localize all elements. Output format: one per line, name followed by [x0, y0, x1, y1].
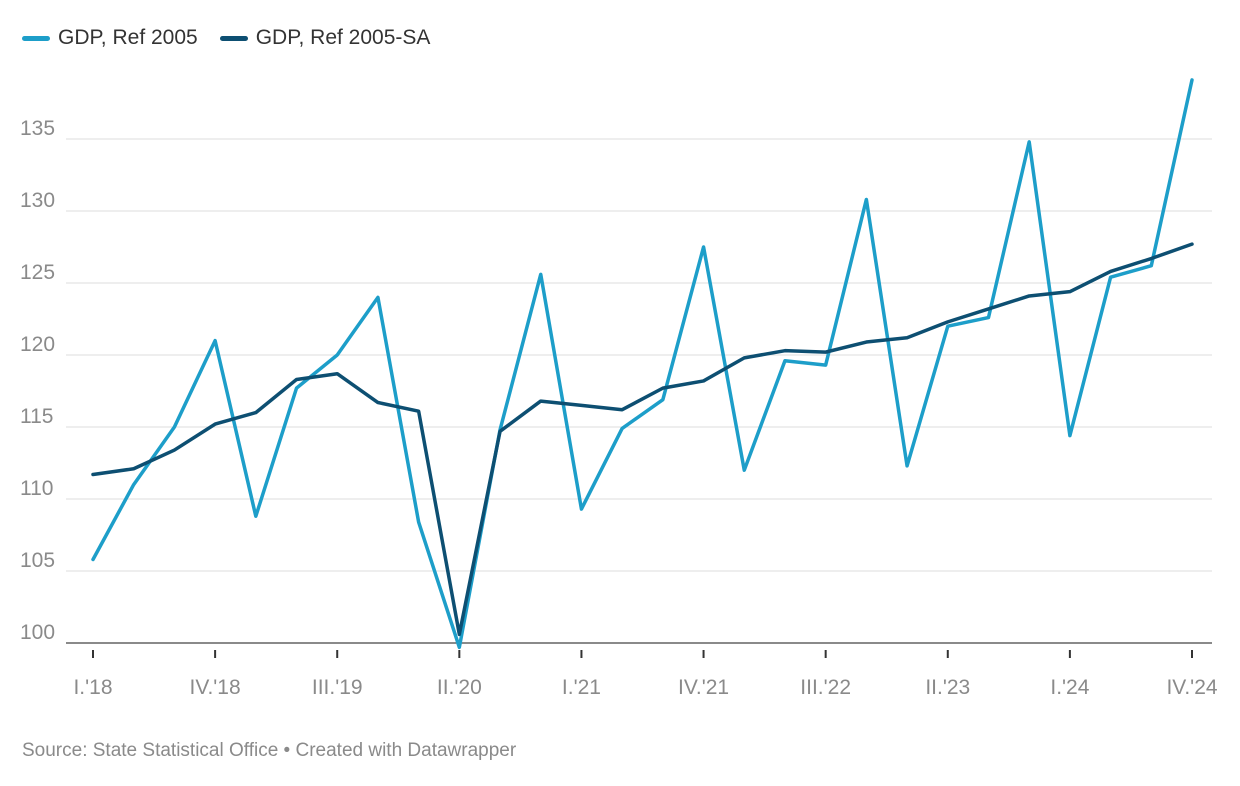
y-tick-label: 130 [20, 189, 55, 212]
legend: GDP, Ref 2005 GDP, Ref 2005-SA [22, 26, 430, 50]
x-tick-label: III.'22 [800, 676, 851, 699]
x-tick-label: I.'21 [562, 676, 601, 699]
x-tick-label: IV.'24 [1166, 676, 1217, 699]
y-tick-label: 105 [20, 549, 55, 572]
series-line-gdp-ref-2005 [91, 78, 1194, 650]
legend-item-gdp-ref-2005-sa: GDP, Ref 2005-SA [219, 26, 431, 50]
y-axis-tick-labels: 100 105 110 115 120 125 130 135 [20, 117, 55, 644]
chart-source-note: Source: State Statistical Office • Creat… [22, 740, 517, 761]
legend-label-gdp-ref-2005: GDP, Ref 2005 [58, 26, 198, 49]
legend-swatch-gdp-ref-2005 [22, 35, 50, 41]
x-tick-label: I.'18 [73, 676, 112, 699]
y-tick-label: 110 [20, 477, 53, 500]
legend-swatch-gdp-ref-2005-sa [219, 35, 248, 41]
x-tick-label: I.'24 [1050, 676, 1089, 699]
x-tick-label: III.'19 [312, 676, 363, 699]
x-tick-label: IV.'21 [678, 676, 729, 699]
x-tick-label: II.'20 [437, 676, 482, 699]
legend-item-gdp-ref-2005: GDP, Ref 2005 [22, 26, 198, 50]
y-tick-label: 125 [20, 261, 55, 284]
y-tick-label: 100 [20, 621, 55, 644]
y-tick-label: 115 [20, 405, 53, 428]
y-tick-label: 135 [20, 117, 55, 140]
gridlines [66, 138, 1212, 644]
x-axis-ticks: I.'18 IV.'18 III.'19 II.'20 I.'21 IV.'21 III.'… [73, 650, 1218, 699]
x-tick-label: IV.'18 [190, 676, 241, 699]
y-tick-label: 120 [20, 333, 55, 356]
series-lines [91, 78, 1194, 650]
series-line-gdp-ref-2005-sa [91, 242, 1194, 637]
x-tick-label: II.'23 [925, 676, 970, 699]
legend-label-gdp-ref-2005-sa: GDP, Ref 2005-SA [255, 26, 431, 49]
